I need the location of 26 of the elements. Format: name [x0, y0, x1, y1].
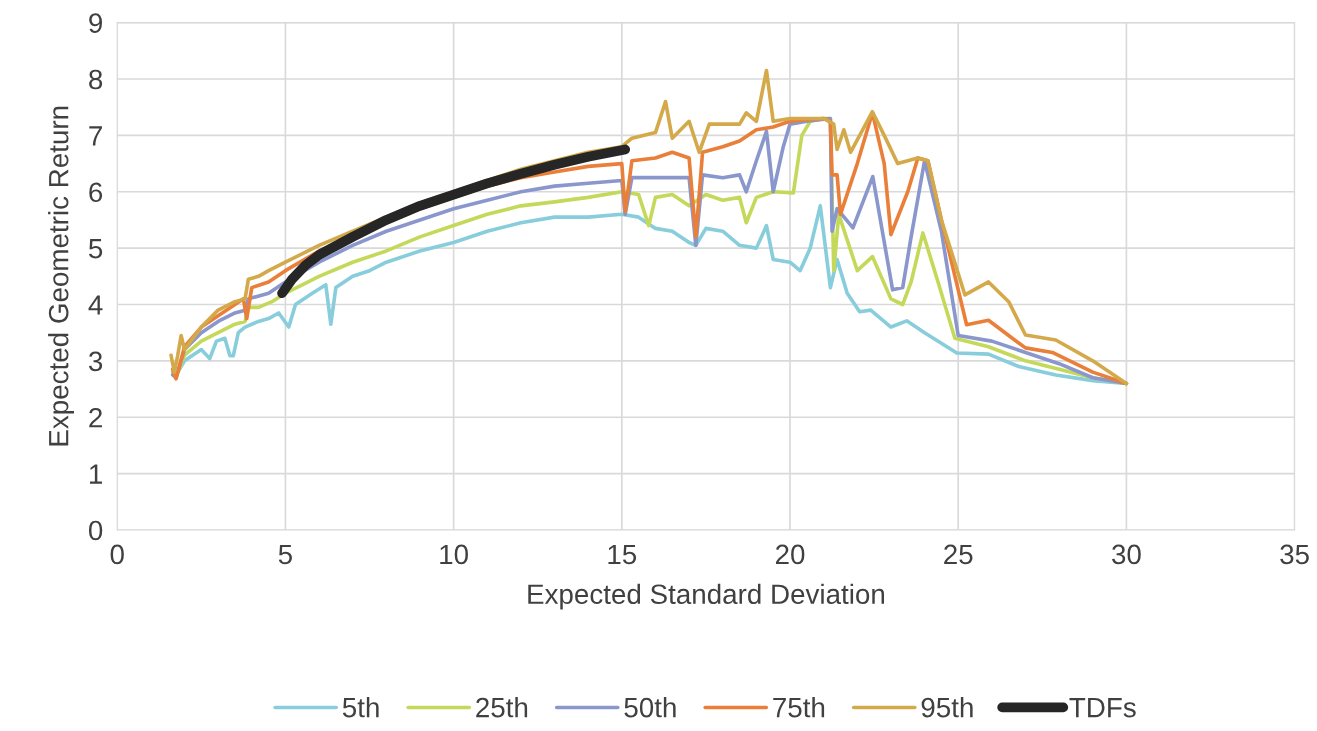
y-tick-label: 7 [89, 126, 102, 146]
x-tick-label: 25 [944, 544, 973, 565]
y-tick-label: 3 [88, 351, 103, 372]
y-tick-label: 0 [88, 520, 103, 541]
y-tick-label: 4 [88, 295, 103, 315]
x-tick-label: 30 [1112, 544, 1141, 565]
x-tick-label: 20 [775, 544, 805, 565]
legend-label: 95th [921, 697, 973, 718]
y-axis-title: Expected Geometric Return [48, 106, 74, 446]
legend-label: 25th [476, 697, 528, 718]
legend-label: TDFs [1069, 698, 1136, 718]
y-tick-label: 8 [89, 69, 103, 90]
y-tick-label: 5 [88, 239, 103, 259]
x-tick-label: 0 [110, 544, 124, 565]
x-tick-label: 35 [1280, 544, 1309, 565]
y-tick-label: 6 [89, 182, 103, 203]
x-tick-label: 10 [440, 544, 468, 565]
y-tick-label: 2 [89, 407, 102, 428]
x-tick-label: 15 [608, 544, 637, 565]
legend-label: 75th [773, 697, 825, 718]
y-tick-label: 9 [89, 13, 103, 33]
y-tick-label: 1 [90, 464, 102, 484]
x-tick-label: 5 [278, 544, 292, 565]
legend-label: 5th [342, 697, 379, 718]
legend-label: 50th [624, 697, 676, 718]
x-axis-title: Expected Standard Deviation [528, 583, 885, 610]
